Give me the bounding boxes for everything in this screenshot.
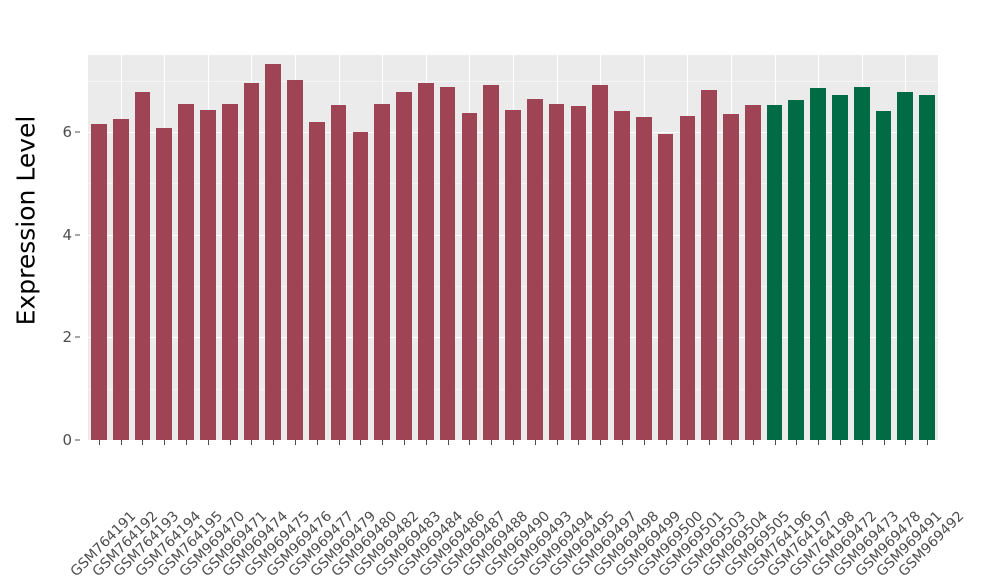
x-tick-mark <box>164 440 166 445</box>
y-axis-title: Expression Level <box>0 0 52 440</box>
bar[interactable] <box>788 100 805 440</box>
x-tick-mark <box>774 440 776 445</box>
bar[interactable] <box>309 121 325 440</box>
bar[interactable] <box>352 132 369 440</box>
x-tick-mark <box>839 440 841 445</box>
x-tick-mark <box>621 440 623 445</box>
x-tick-mark <box>98 440 100 445</box>
bar[interactable] <box>723 113 739 440</box>
x-tick-mark <box>120 440 122 445</box>
x-tick-mark <box>687 440 689 445</box>
x-tick-mark <box>818 440 820 445</box>
y-tick-mark <box>75 234 80 236</box>
bar[interactable] <box>461 112 478 440</box>
bar[interactable] <box>265 64 282 440</box>
x-tick-mark <box>338 440 340 445</box>
plot-panel <box>88 55 938 440</box>
x-tick-mark <box>295 440 297 445</box>
bar[interactable] <box>221 103 238 440</box>
bar[interactable] <box>592 84 609 440</box>
bar[interactable] <box>744 105 761 440</box>
y-tick-label: 4 <box>62 225 72 244</box>
x-tick-mark <box>360 440 362 445</box>
bar[interactable] <box>374 103 391 440</box>
x-tick-mark <box>316 440 318 445</box>
x-tick-mark <box>404 440 406 445</box>
x-tick-mark <box>142 440 144 445</box>
x-tick-mark <box>425 440 427 445</box>
bar[interactable] <box>483 84 500 440</box>
bar[interactable] <box>200 110 216 440</box>
bar[interactable] <box>134 91 151 440</box>
x-tick-mark <box>927 440 929 445</box>
x-tick-mark <box>207 440 209 445</box>
x-tick-mark <box>447 440 449 445</box>
y-tick-label: 0 <box>62 431 72 449</box>
x-tick-mark <box>382 440 384 445</box>
bar[interactable] <box>657 133 674 440</box>
bars-layer <box>88 55 938 440</box>
x-tick-mark <box>229 440 231 445</box>
bar[interactable] <box>526 98 543 440</box>
x-tick-mark <box>665 440 667 445</box>
bar[interactable] <box>635 116 652 440</box>
x-tick-mark <box>796 440 798 445</box>
y-tick-label: 6 <box>62 123 72 141</box>
bar[interactable] <box>832 95 848 440</box>
bar[interactable] <box>330 105 347 440</box>
x-tick-mark <box>600 440 602 445</box>
bar[interactable] <box>679 115 696 440</box>
bar[interactable] <box>701 89 717 440</box>
x-tick-mark <box>578 440 580 445</box>
x-tick-mark <box>556 440 558 445</box>
bar[interactable] <box>243 83 260 440</box>
y-axis-title-text: Expression Level <box>11 115 41 325</box>
x-tick-mark <box>730 440 732 445</box>
bar[interactable] <box>766 105 783 440</box>
y-tick-mark <box>75 336 80 338</box>
y-axis-tick-labels: 0 2 4 6 <box>52 0 80 500</box>
bar[interactable] <box>548 103 565 440</box>
x-tick-mark <box>861 440 863 445</box>
bar[interactable] <box>897 92 914 440</box>
x-tick-mark <box>469 440 471 445</box>
x-tick-mark <box>273 440 275 445</box>
bar[interactable] <box>810 88 826 440</box>
bar[interactable] <box>614 111 630 440</box>
x-tick-mark <box>905 440 907 445</box>
bar[interactable] <box>156 127 173 440</box>
bar[interactable] <box>287 79 303 440</box>
bar[interactable] <box>853 87 870 440</box>
x-tick-mark <box>883 440 885 445</box>
bar[interactable] <box>919 95 935 440</box>
bar[interactable] <box>505 110 521 440</box>
x-tick-mark <box>251 440 253 445</box>
x-tick-mark <box>709 440 711 445</box>
x-tick-mark <box>491 440 493 445</box>
x-tick-mark <box>186 440 188 445</box>
bar[interactable] <box>875 111 892 440</box>
y-tick-mark <box>75 439 80 441</box>
x-tick-mark <box>534 440 536 445</box>
bar[interactable] <box>439 87 456 440</box>
bar[interactable] <box>417 83 434 440</box>
bar[interactable] <box>91 124 107 440</box>
x-axis: GSM764191 GSM764192 GSM764193 GSM764194 GSM7… <box>68 440 967 580</box>
bar[interactable] <box>570 106 587 440</box>
bar[interactable] <box>396 91 412 440</box>
x-tick-mark <box>752 440 754 445</box>
bar[interactable] <box>178 103 194 440</box>
bar[interactable] <box>112 119 129 440</box>
x-tick-mark <box>643 440 645 445</box>
y-tick-mark <box>75 131 80 133</box>
y-tick-label: 2 <box>62 328 72 347</box>
x-tick-mark <box>513 440 514 445</box>
